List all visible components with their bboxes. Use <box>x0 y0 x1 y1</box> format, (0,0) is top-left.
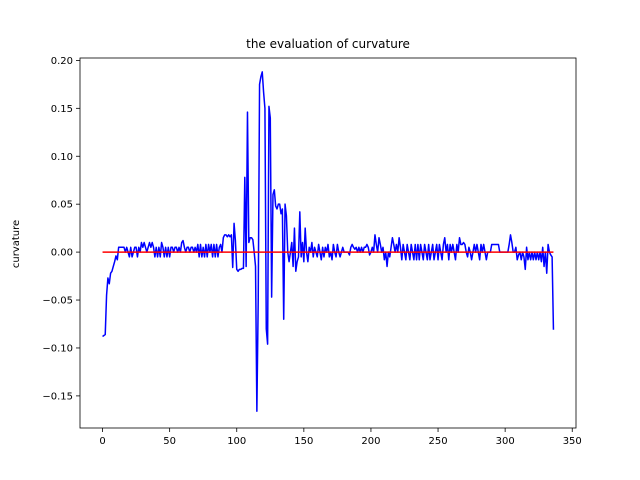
x-tick-label: 150 <box>294 436 313 447</box>
x-tick-label: 0 <box>99 436 105 447</box>
y-tick-label: 0.15 <box>51 104 73 115</box>
y-tick-label: 0.10 <box>51 152 73 163</box>
y-tick-label: 0.20 <box>51 56 73 67</box>
y-tick-label: 0.00 <box>51 248 73 259</box>
x-tick-label: 50 <box>163 436 176 447</box>
x-tick-label: 350 <box>563 436 582 447</box>
plot-series <box>102 71 555 412</box>
y-tick-label: −0.05 <box>42 296 73 307</box>
plot-area-frame <box>79 57 577 429</box>
y-axis-label: curvature <box>11 220 22 268</box>
x-tick-label: 200 <box>361 436 380 447</box>
axis-ticks: 0 50 100 150 200 250 300 350 −0.15 −0.10 −0.05 0.00… <box>42 56 581 447</box>
x-tick-label: 100 <box>227 436 246 447</box>
y-tick-label: 0.05 <box>51 200 73 211</box>
y-tick-label: −0.15 <box>42 391 73 402</box>
y-tick-label: −0.10 <box>42 343 73 354</box>
x-tick-label: 250 <box>428 436 447 447</box>
chart-title: the evaluation of curvature <box>246 37 410 51</box>
x-tick-label: 300 <box>496 436 515 447</box>
